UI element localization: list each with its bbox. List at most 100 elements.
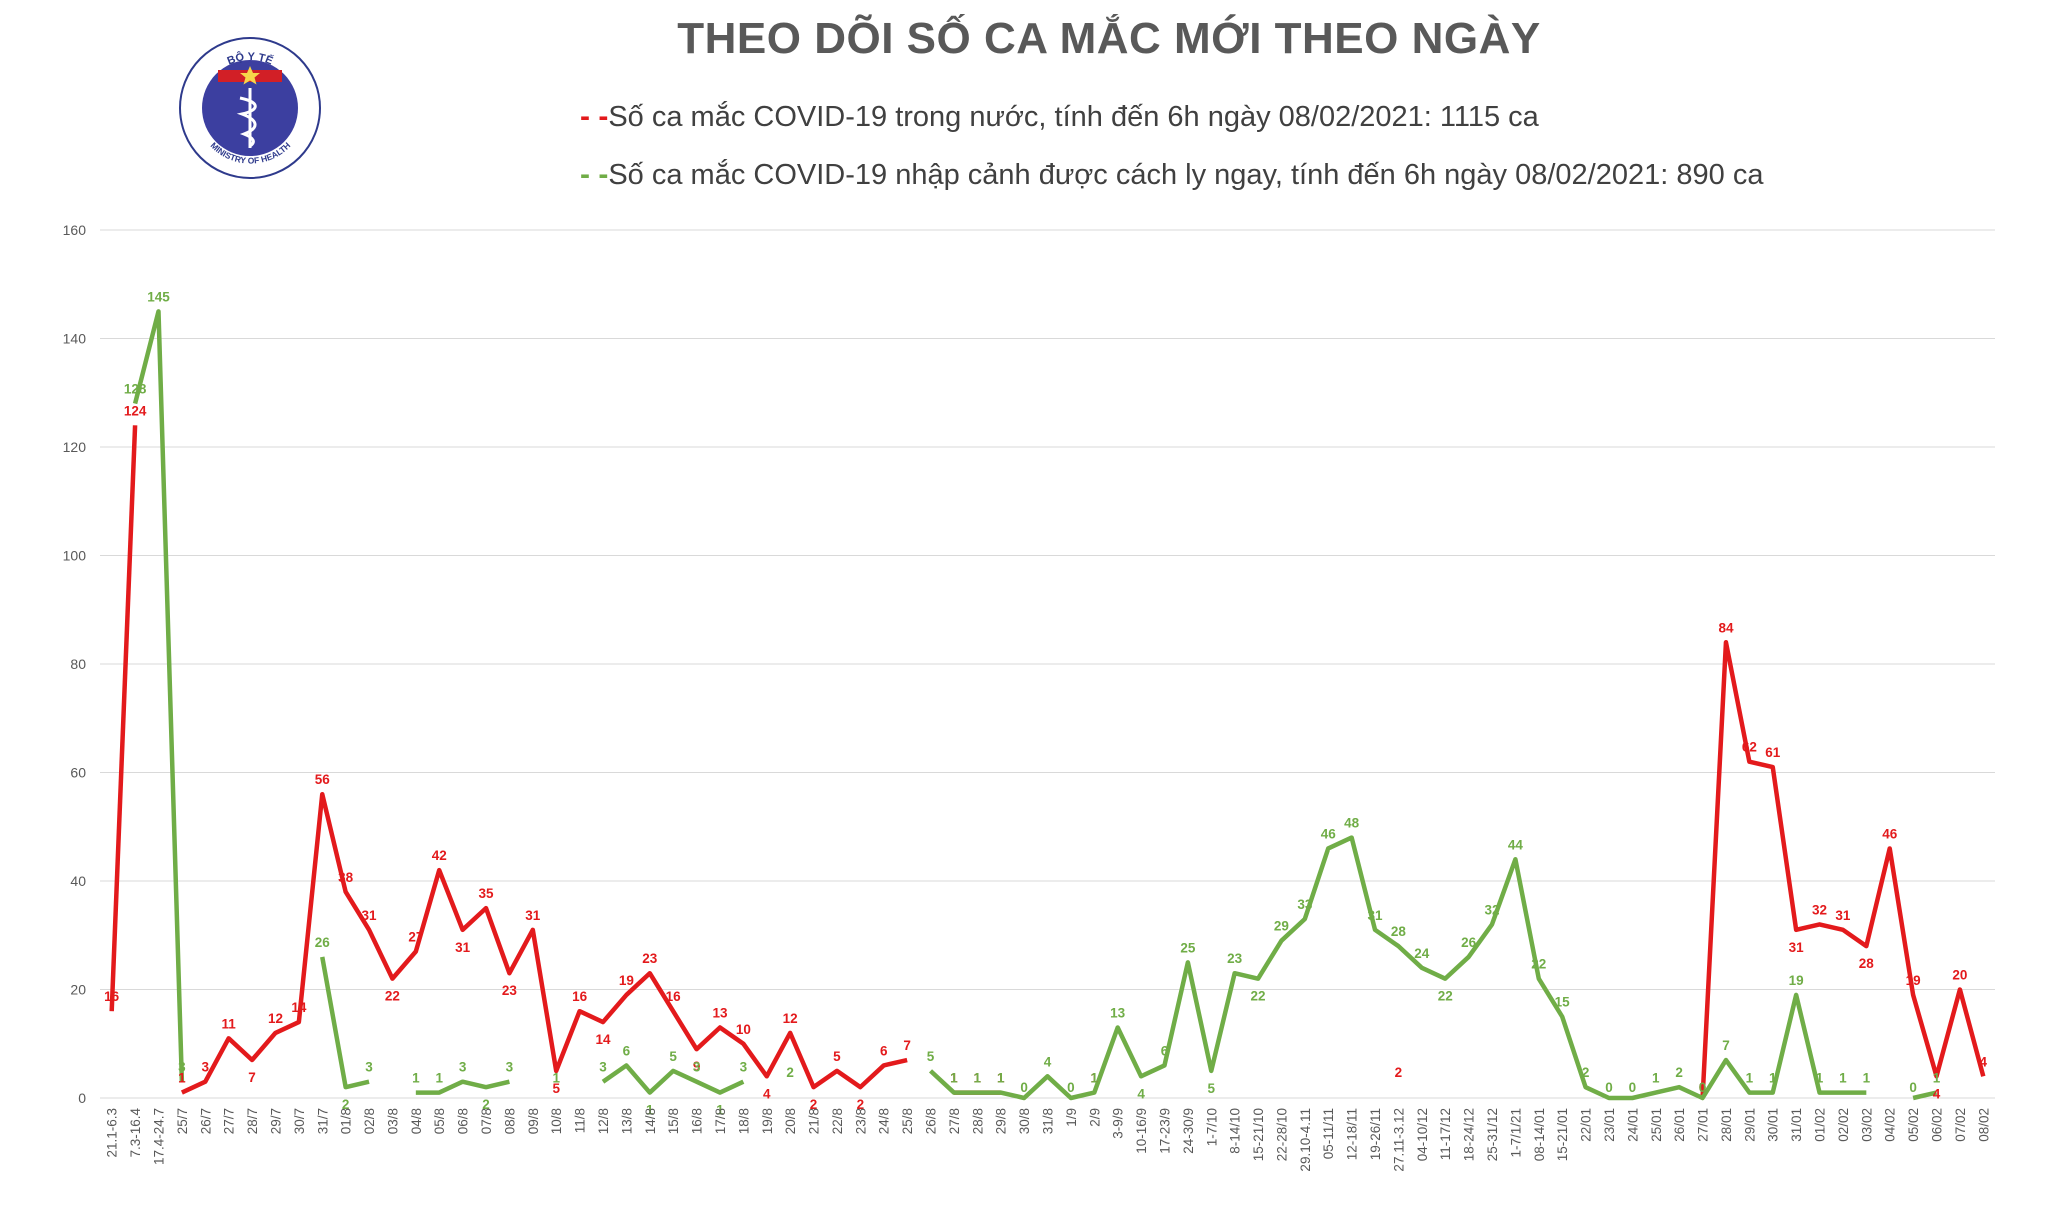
x-tick-label: 08/8 bbox=[502, 1108, 517, 1134]
data-label: 4 bbox=[1933, 1086, 1941, 1101]
series-line-1 bbox=[928, 835, 1867, 1101]
data-label: 35 bbox=[479, 886, 495, 901]
x-tick-label: 16/8 bbox=[690, 1108, 705, 1134]
data-label: 3 bbox=[506, 1060, 514, 1075]
data-label: 145 bbox=[147, 289, 170, 304]
data-label: 1 bbox=[435, 1071, 443, 1086]
x-tick-label: 03/02 bbox=[1859, 1108, 1874, 1142]
data-label: 28 bbox=[1391, 924, 1407, 939]
data-label: 24 bbox=[1414, 946, 1430, 961]
x-tick-label: 18/8 bbox=[736, 1108, 751, 1134]
x-tick-label: 31/8 bbox=[1041, 1108, 1056, 1134]
x-tick-label: 08/02 bbox=[1976, 1108, 1991, 1142]
data-label: 32 bbox=[1812, 902, 1827, 917]
x-tick-label: 30/01 bbox=[1766, 1108, 1781, 1142]
x-tick-label: 05-11/11 bbox=[1321, 1108, 1336, 1159]
series-line-1 bbox=[1912, 1090, 1938, 1101]
data-label: 2 bbox=[857, 1097, 865, 1112]
data-label: 22 bbox=[1531, 957, 1546, 972]
x-tick-label: 02/02 bbox=[1836, 1108, 1851, 1142]
x-tick-label: 26/01 bbox=[1672, 1108, 1687, 1142]
x-axis-ticks: 21.1-6.3 7.3-16.4 17.4-24.7 25/7 26/7 27/7 28/… bbox=[105, 1108, 1992, 1172]
data-label: 22 bbox=[1251, 989, 1266, 1004]
data-label: 2 bbox=[482, 1097, 490, 1112]
data-label: 22 bbox=[1438, 989, 1453, 1004]
data-label: 7 bbox=[903, 1038, 911, 1053]
data-label: 20 bbox=[1952, 968, 1967, 983]
data-label: 25 bbox=[1180, 940, 1196, 955]
x-tick-label: 1-7/1/21 bbox=[1508, 1108, 1523, 1158]
data-label: 23 bbox=[502, 983, 518, 998]
x-tick-label: 28/8 bbox=[970, 1108, 985, 1134]
data-label: 46 bbox=[1321, 826, 1337, 841]
x-tick-label: 10-16/9 bbox=[1134, 1108, 1149, 1154]
data-label: 26 bbox=[1461, 935, 1477, 950]
x-tick-label: 07/8 bbox=[479, 1108, 494, 1134]
x-tick-label: 18-24/12 bbox=[1462, 1108, 1477, 1161]
data-label: 1 bbox=[974, 1071, 982, 1086]
x-tick-label: 27.11-3.12 bbox=[1391, 1108, 1406, 1172]
data-label: 1 bbox=[716, 1103, 724, 1118]
data-label: 1 bbox=[552, 1071, 560, 1086]
x-tick-label: 31/7 bbox=[315, 1108, 330, 1134]
data-label: 1 bbox=[997, 1071, 1005, 1086]
data-label: 3 bbox=[459, 1060, 467, 1075]
data-label: 33 bbox=[1297, 897, 1313, 912]
data-label: 4 bbox=[1980, 1054, 1988, 1069]
x-tick-label: 01/8 bbox=[339, 1108, 354, 1134]
data-label: 7 bbox=[1722, 1038, 1730, 1053]
y-tick-label: 100 bbox=[63, 548, 87, 564]
legend-label-imported: Số ca mắc COVID-19 nhập cảnh được cách l… bbox=[608, 159, 1764, 191]
x-tick-label: 26/8 bbox=[924, 1108, 939, 1134]
x-tick-label: 27/7 bbox=[222, 1108, 237, 1134]
data-label: 12 bbox=[268, 1011, 283, 1026]
x-tick-label: 11-17/12 bbox=[1438, 1108, 1453, 1160]
x-tick-label: 29/7 bbox=[268, 1108, 283, 1134]
x-tick-label: 24/01 bbox=[1625, 1108, 1640, 1142]
data-label: 23 bbox=[1227, 951, 1243, 966]
data-label: 7 bbox=[248, 1070, 256, 1085]
x-tick-label: 26/7 bbox=[198, 1108, 213, 1134]
data-labels: 1612413117121456383122274231352331516141… bbox=[104, 289, 1987, 1117]
data-label: 1 bbox=[1769, 1071, 1777, 1086]
data-label: 2 bbox=[1395, 1065, 1403, 1080]
data-label: 3 bbox=[202, 1060, 210, 1075]
data-label: 48 bbox=[1344, 816, 1360, 831]
x-tick-label: 3-9/9 bbox=[1111, 1108, 1126, 1139]
legend-entry-imported: - -Số ca mắc COVID-19 nhập cảnh được các… bbox=[580, 158, 1763, 192]
data-label: 13 bbox=[1110, 1005, 1126, 1020]
x-tick-label: 13/8 bbox=[619, 1108, 634, 1134]
series-line-0 bbox=[1700, 640, 1986, 1099]
data-label: 44 bbox=[1508, 837, 1524, 852]
x-tick-label: 27/8 bbox=[947, 1108, 962, 1134]
svg-text:BỘ Y TẾ: BỘ Y TẾ bbox=[226, 50, 275, 67]
data-label: 19 bbox=[619, 973, 634, 988]
x-tick-label: 09/8 bbox=[526, 1108, 541, 1134]
data-label: 2 bbox=[1582, 1065, 1590, 1080]
data-label: 3 bbox=[178, 1060, 186, 1075]
data-label: 1 bbox=[1839, 1071, 1847, 1086]
x-tick-label: 17/8 bbox=[713, 1108, 728, 1134]
y-tick-label: 40 bbox=[70, 873, 86, 889]
data-label: 3 bbox=[599, 1060, 607, 1075]
data-label: 1 bbox=[1816, 1071, 1824, 1086]
x-tick-label: 24-30/9 bbox=[1181, 1108, 1196, 1154]
legend-marker-domestic: - - bbox=[580, 100, 609, 133]
x-tick-label: 12-18/11 bbox=[1345, 1108, 1360, 1160]
data-label: 19 bbox=[1789, 973, 1804, 988]
series-line-1 bbox=[415, 1079, 510, 1095]
x-tick-label: 02/8 bbox=[362, 1108, 377, 1134]
data-label: 0 bbox=[1629, 1080, 1637, 1095]
data-label: 0 bbox=[1699, 1080, 1707, 1095]
series-lines bbox=[109, 309, 1986, 1101]
data-label: 1 bbox=[950, 1071, 958, 1086]
data-label: 16 bbox=[572, 989, 588, 1004]
x-tick-label: 01/02 bbox=[1813, 1108, 1828, 1142]
x-tick-label: 1-7/10 bbox=[1204, 1108, 1219, 1146]
x-tick-label: 15-21/01 bbox=[1555, 1108, 1570, 1161]
x-tick-label: 24/8 bbox=[877, 1108, 892, 1134]
data-label: 11 bbox=[222, 1016, 237, 1031]
x-tick-label: 23/8 bbox=[853, 1108, 868, 1134]
x-tick-label: 27/01 bbox=[1696, 1108, 1711, 1142]
data-label: 1 bbox=[1933, 1071, 1941, 1086]
